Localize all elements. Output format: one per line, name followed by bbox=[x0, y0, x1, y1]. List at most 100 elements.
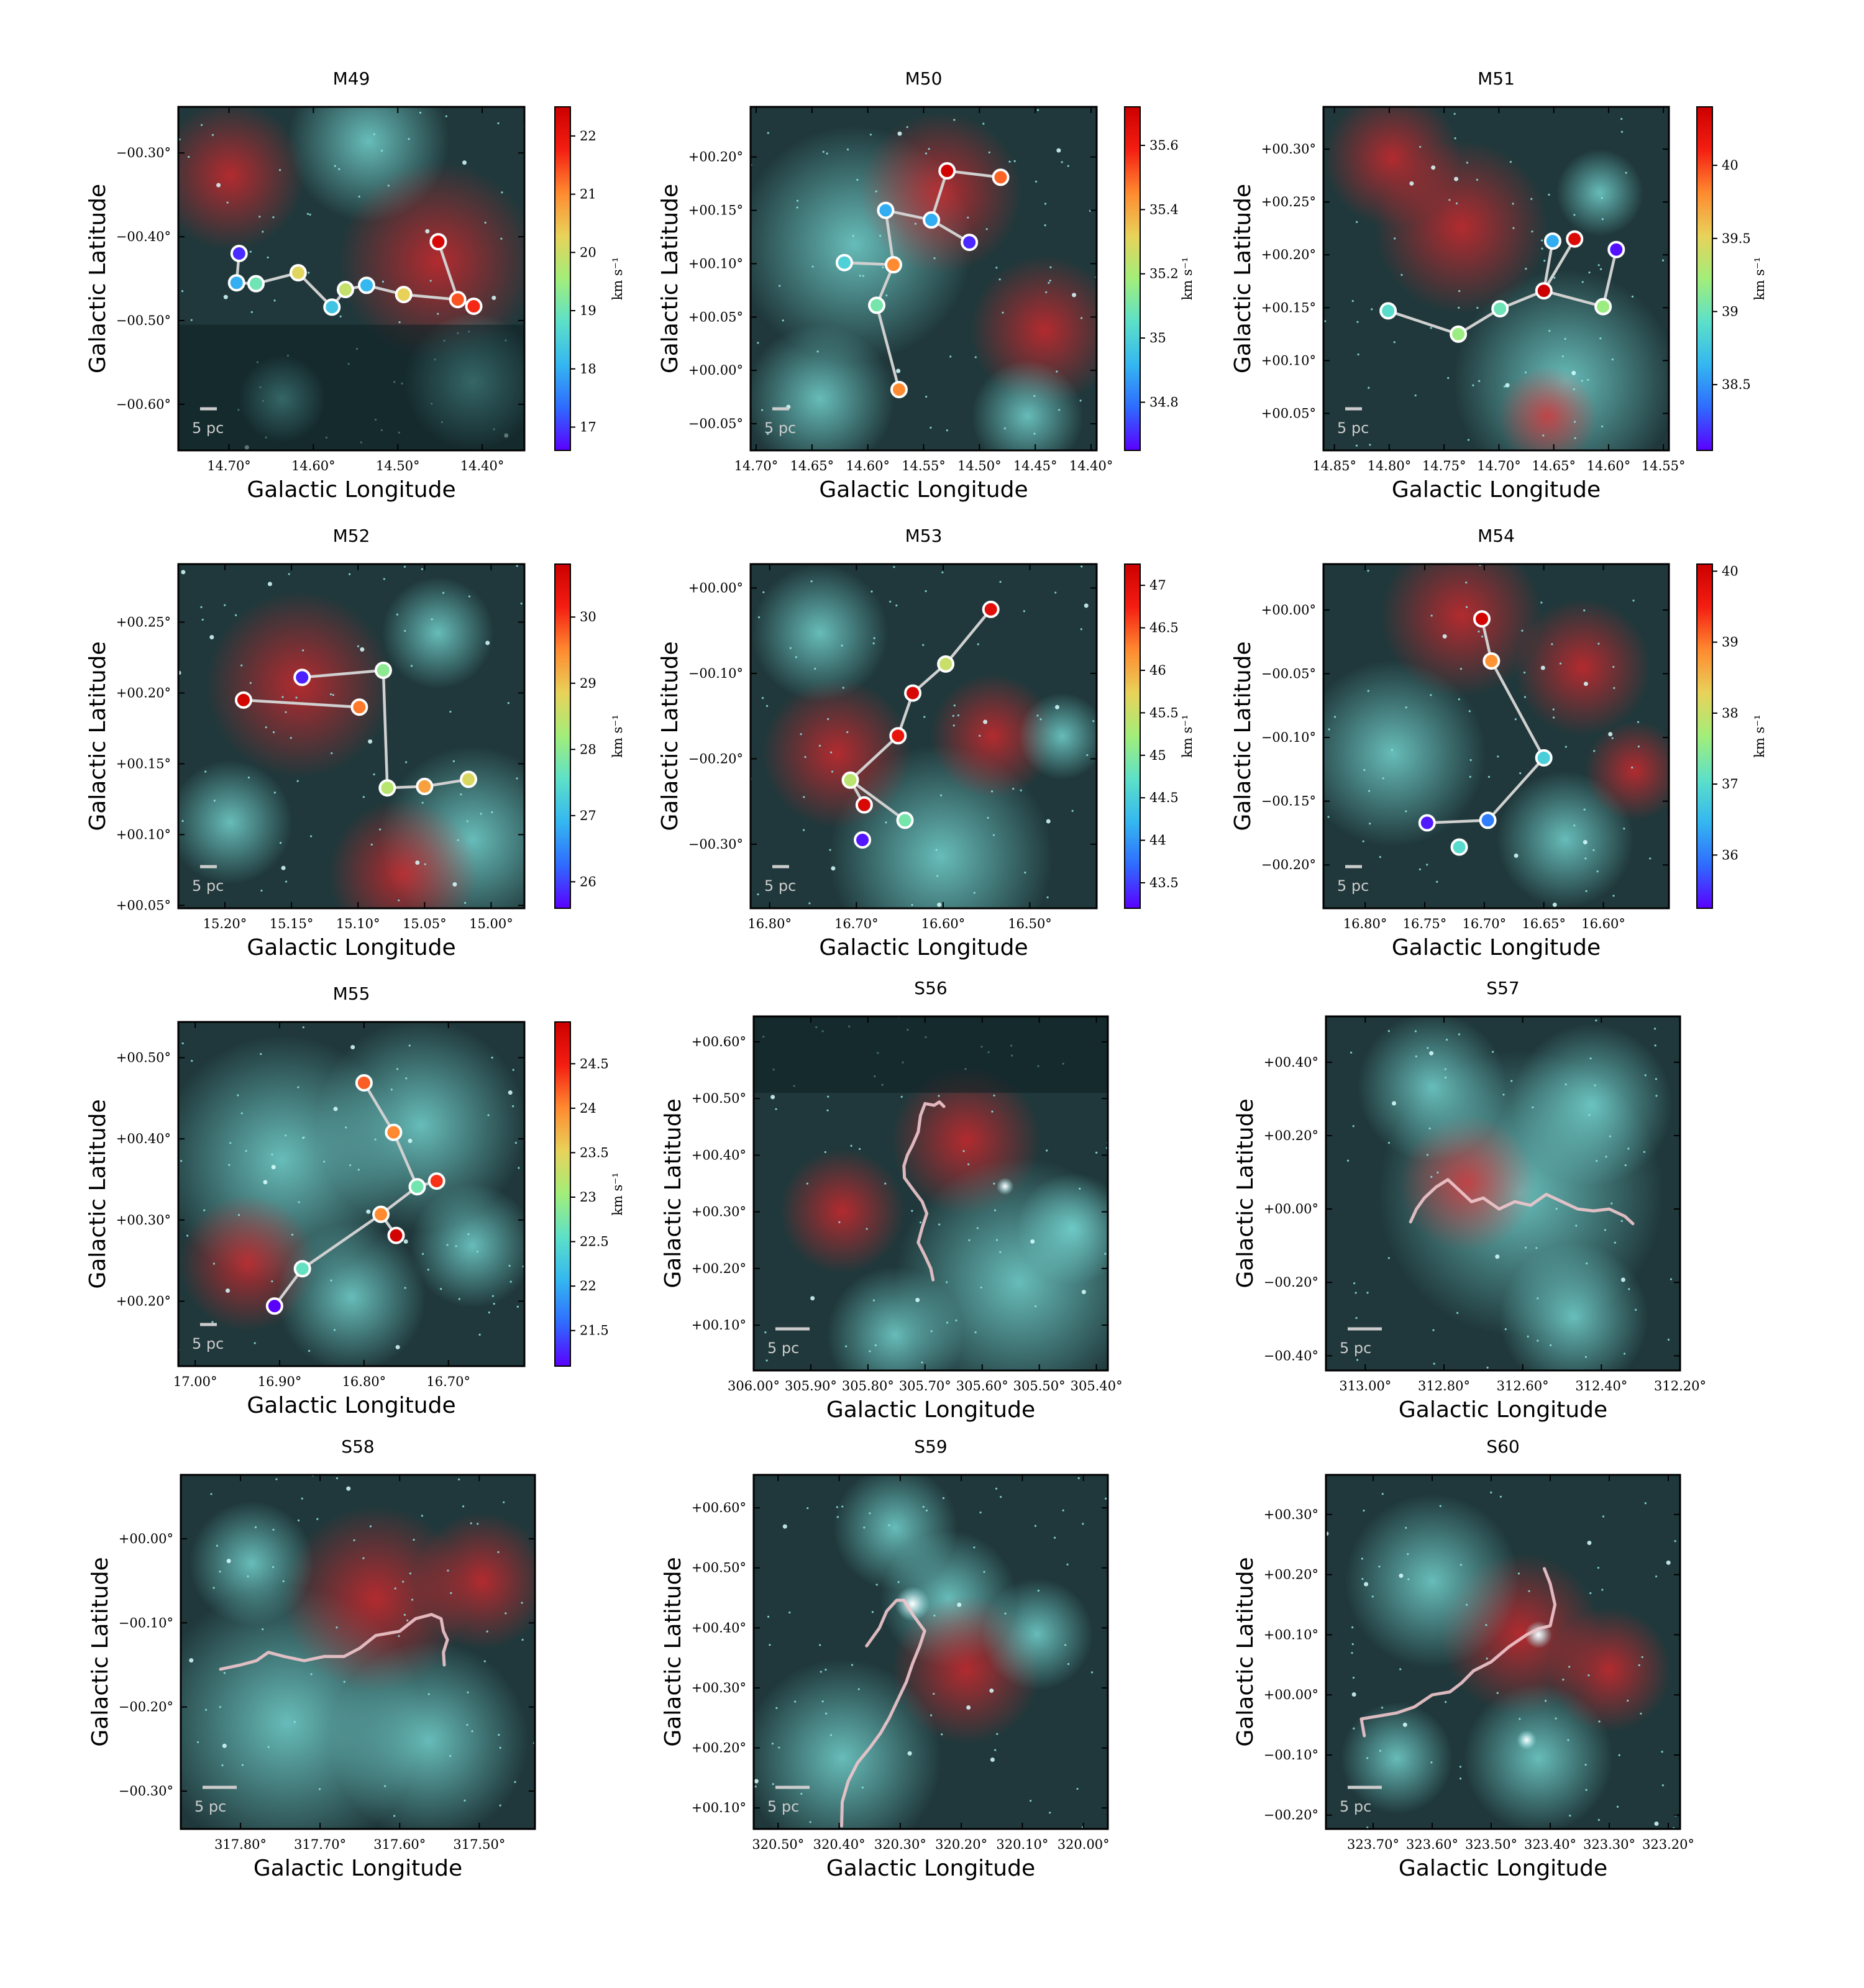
y-tick-label: +00.60° bbox=[692, 1034, 746, 1049]
x-tick-label: 16.80° bbox=[747, 916, 792, 931]
y-axis-label: Galactic Latitude bbox=[660, 1557, 686, 1746]
panel-title: M50 bbox=[905, 68, 943, 89]
sky-image bbox=[751, 107, 1097, 450]
graph-node bbox=[408, 1178, 426, 1196]
y-tick-label: +00.20° bbox=[1264, 1567, 1318, 1582]
colorbar-tick-label: 44.5 bbox=[1149, 790, 1179, 805]
y-tick-label: +00.00° bbox=[688, 580, 743, 595]
colorbar bbox=[1124, 563, 1141, 909]
graph-node bbox=[465, 298, 483, 316]
colorbar-tick-label: 39 bbox=[1722, 304, 1738, 319]
x-tick-label: 317.60° bbox=[373, 1837, 426, 1852]
y-tick-label: −00.05° bbox=[688, 416, 743, 431]
x-tick-label: 14.80° bbox=[1368, 458, 1412, 473]
sky-image bbox=[181, 1475, 535, 1829]
graph-edge bbox=[392, 1131, 419, 1188]
y-tick-label: −00.20° bbox=[1261, 857, 1316, 872]
y-tick-label: +00.15° bbox=[688, 203, 743, 218]
x-tick-label: 14.45° bbox=[1013, 458, 1058, 473]
x-tick-label: 306.00° bbox=[728, 1379, 780, 1393]
plot-frame bbox=[752, 1015, 1109, 1372]
graph-node bbox=[841, 771, 859, 789]
graph-edge bbox=[437, 241, 459, 300]
scale-bar-label: 5 pc bbox=[192, 419, 224, 437]
plot-frame bbox=[177, 106, 526, 452]
panel-m53: M53 16.80° 16.70° 16.60° 16.50° +00.00° −00.10… bbox=[657, 526, 1195, 960]
graph-node bbox=[1543, 232, 1561, 250]
colorbar-tick-label: 38.5 bbox=[1722, 377, 1751, 392]
y-tick-label: +00.15° bbox=[116, 756, 171, 771]
x-tick-label: 16.80° bbox=[342, 1374, 386, 1389]
scale-bar-label: 5 pc bbox=[764, 419, 796, 437]
colorbar-tick-label: 35 bbox=[1149, 331, 1166, 345]
y-tick-label: +00.50° bbox=[692, 1091, 746, 1106]
x-tick-label: 323.50° bbox=[1465, 1837, 1517, 1852]
x-tick-label: 317.50° bbox=[453, 1837, 505, 1852]
filament-path bbox=[840, 1598, 926, 1828]
graph-node bbox=[1483, 652, 1501, 670]
y-tick-label: +00.10° bbox=[692, 1318, 746, 1333]
x-tick-label: 312.20° bbox=[1654, 1379, 1706, 1393]
plot-frame bbox=[1325, 1015, 1681, 1372]
y-tick-label: +00.10° bbox=[688, 256, 743, 271]
panel-title: M49 bbox=[333, 68, 370, 89]
sky-image bbox=[178, 107, 524, 450]
filament-path bbox=[1359, 1567, 1557, 1738]
colorbar-tick-label: 40 bbox=[1722, 563, 1738, 578]
sky-image bbox=[178, 564, 524, 908]
x-tick-label: 313.00° bbox=[1339, 1379, 1391, 1393]
colorbar-label: km s⁻¹ bbox=[610, 714, 625, 758]
scale-bar-label: 5 pc bbox=[764, 877, 796, 895]
graph-node bbox=[1607, 240, 1625, 258]
y-axis-label: Galactic Latitude bbox=[85, 184, 111, 373]
graph-node bbox=[372, 1205, 390, 1223]
colorbar-tick-label: 19 bbox=[580, 303, 596, 318]
graph-node bbox=[449, 291, 467, 309]
colorbar-tick-label: 40 bbox=[1722, 158, 1738, 173]
graph-node bbox=[890, 381, 908, 399]
graph-edge bbox=[1543, 289, 1604, 308]
y-tick-label: −00.20° bbox=[1264, 1808, 1318, 1823]
graph-node bbox=[884, 256, 902, 274]
colorbar-tick-label: 23 bbox=[580, 1190, 596, 1205]
y-tick-label: +00.30° bbox=[1261, 142, 1316, 157]
y-tick-label: +00.05° bbox=[688, 309, 743, 324]
panel-m49: M49 14.70° 14.60° 14.50° 14.40° −00.30° −00.40… bbox=[85, 68, 625, 503]
graph-node bbox=[904, 684, 922, 702]
y-tick-label: +00.10° bbox=[1261, 353, 1316, 368]
y-tick-label: +00.30° bbox=[692, 1680, 746, 1695]
graph-node bbox=[1473, 610, 1491, 628]
graph-node bbox=[247, 275, 265, 293]
graph-edge bbox=[946, 169, 1001, 179]
graph-node bbox=[854, 831, 872, 849]
x-tick-label: 305.60° bbox=[956, 1379, 1008, 1393]
panel-title: M51 bbox=[1478, 68, 1515, 89]
graph-node bbox=[336, 281, 354, 299]
scale-bar-label: 5 pc bbox=[1340, 1798, 1371, 1815]
panel-title: S57 bbox=[1486, 978, 1519, 998]
graph-node bbox=[961, 234, 979, 252]
y-axis-label: Galactic Latitude bbox=[657, 184, 683, 373]
y-tick-label: −00.30° bbox=[116, 145, 171, 160]
x-tick-label: 320.20° bbox=[935, 1837, 987, 1852]
graph-node bbox=[923, 211, 941, 229]
colorbar-tick-label: 20 bbox=[580, 245, 596, 260]
panel-title: M53 bbox=[905, 526, 943, 546]
y-tick-label: +00.20° bbox=[116, 1293, 171, 1308]
colorbar-tick-label: 34.8 bbox=[1149, 394, 1179, 409]
colorbar-tick-label: 22 bbox=[580, 129, 596, 144]
colorbar-tick-label: 22 bbox=[580, 1279, 596, 1293]
colorbar-tick-label: 36 bbox=[1722, 847, 1738, 862]
graph-node bbox=[357, 276, 375, 294]
graph-node bbox=[938, 162, 956, 180]
y-tick-label: +00.00° bbox=[688, 363, 743, 378]
y-tick-label: +00.05° bbox=[116, 898, 171, 913]
plot-frame bbox=[177, 563, 526, 910]
panel-title: M55 bbox=[333, 983, 370, 1004]
x-tick-label: 320.50° bbox=[752, 1837, 804, 1852]
colorbar-tick-label: 39 bbox=[1722, 635, 1738, 650]
y-tick-label: −00.20° bbox=[1264, 1275, 1318, 1290]
panel-s59: S59 320.50° 320.40° 320.30° 320.20° 320.10° 32… bbox=[660, 1436, 1110, 1881]
y-tick-label: −00.60° bbox=[116, 397, 171, 412]
panel-title: S60 bbox=[1486, 1436, 1519, 1457]
